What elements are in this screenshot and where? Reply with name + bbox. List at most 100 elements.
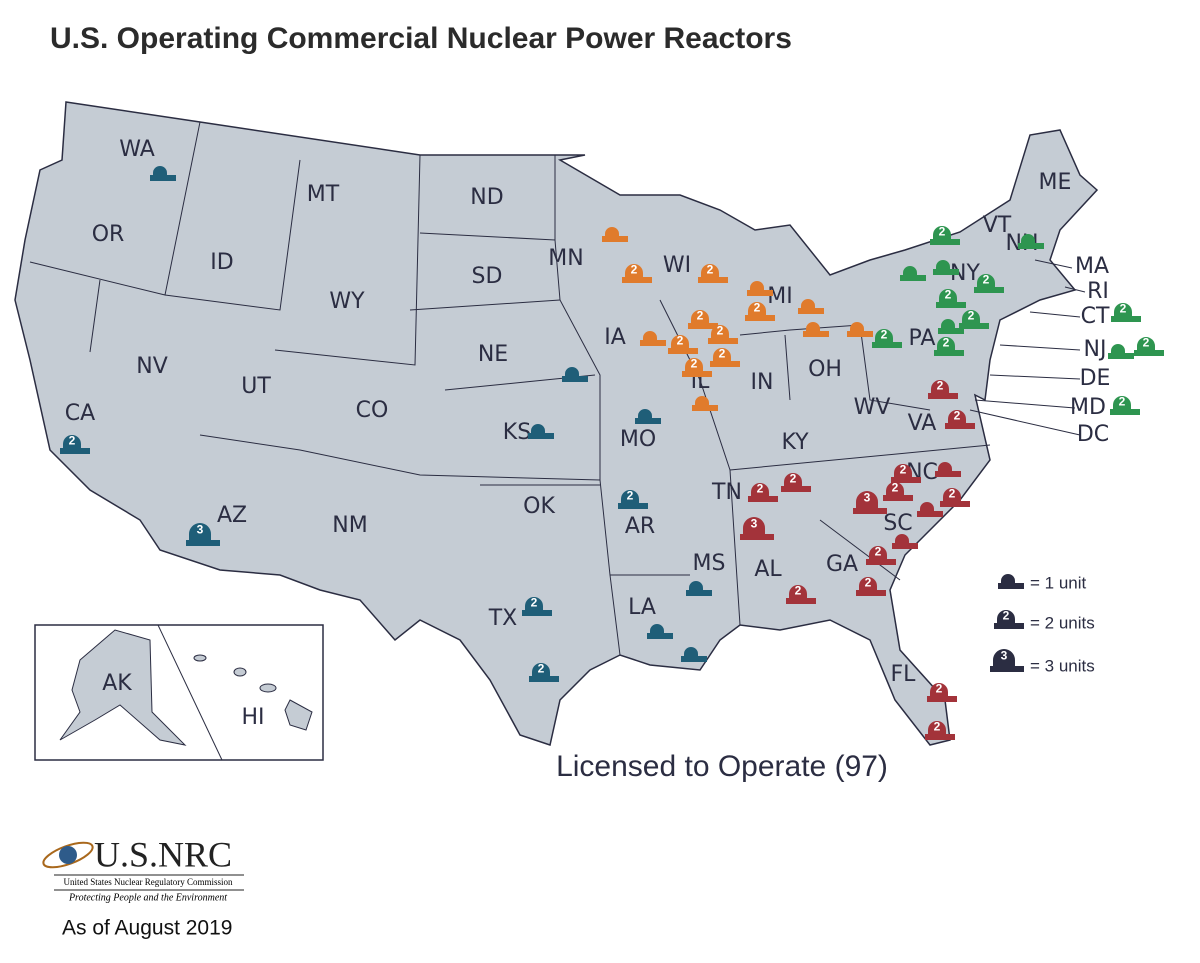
reactor — [647, 624, 673, 639]
reactor-count: 2 — [531, 596, 538, 610]
reactor — [936, 289, 966, 308]
reactor — [562, 367, 588, 382]
reactor-count: 2 — [936, 682, 943, 696]
reactor-count: 2 — [627, 489, 634, 503]
state-label: PA — [909, 326, 936, 351]
state-label: WY — [329, 289, 365, 314]
reactor — [786, 585, 816, 604]
reactor — [150, 166, 176, 181]
state-label: GA — [826, 552, 858, 577]
reactor — [892, 534, 918, 549]
state-label: KY — [781, 430, 809, 455]
reactor-count: 2 — [790, 472, 797, 486]
reactor — [186, 523, 220, 546]
logo-motto: Protecting People and the Environment — [68, 892, 227, 903]
reactor-count: 2 — [719, 347, 726, 361]
state-label: SD — [472, 264, 503, 289]
reactor — [710, 348, 740, 367]
reactor-count: 2 — [934, 720, 941, 734]
state-label: AK — [102, 671, 132, 696]
state-label: MO — [620, 427, 656, 452]
reactor-count: 2 — [754, 301, 761, 315]
reactor — [928, 380, 958, 399]
leader-lines — [969, 259, 1086, 436]
reactor — [974, 274, 1004, 293]
reactor-count: 2 — [677, 334, 684, 348]
reactor-count: 2 — [1120, 302, 1127, 316]
state-label: AZ — [217, 503, 247, 528]
state-label: MN — [548, 246, 583, 271]
state-label: HI — [241, 705, 264, 730]
reactor — [708, 325, 738, 344]
reactor-count: 2 — [707, 263, 714, 277]
reactor — [930, 226, 960, 245]
legend-label: = 3 units — [1030, 656, 1095, 675]
reactor — [745, 302, 775, 321]
reactor-count: 2 — [968, 309, 975, 323]
reactor — [959, 310, 989, 329]
reactor-count: 2 — [881, 328, 888, 342]
reactor-count: 2 — [1143, 336, 1150, 350]
reactor — [1111, 303, 1141, 322]
reactor — [747, 281, 773, 296]
state-label: CO — [356, 398, 389, 423]
reactor — [1134, 337, 1164, 356]
legend-icon-count: 3 — [1001, 649, 1008, 663]
reactor-count: 2 — [717, 324, 724, 338]
state-label: NM — [332, 513, 367, 538]
reactor — [740, 517, 774, 540]
reactor-count: 3 — [864, 491, 871, 505]
state-label: OR — [92, 222, 125, 247]
state-label: UT — [241, 374, 271, 399]
reactor — [925, 721, 955, 740]
state-label: AL — [754, 557, 782, 582]
legend-icon — [990, 649, 1024, 672]
reactor-count: 2 — [983, 273, 990, 287]
reactor-count: 2 — [949, 487, 956, 501]
reactor — [938, 319, 964, 334]
reactor-count: 2 — [943, 336, 950, 350]
reactor-count: 2 — [865, 576, 872, 590]
reactor — [781, 473, 811, 492]
reactor-count: 2 — [939, 225, 946, 239]
state-label: ME — [1039, 170, 1072, 195]
reactor — [618, 490, 648, 509]
state-label: NJ — [1084, 337, 1107, 362]
reactor — [1018, 234, 1044, 249]
reactor — [945, 410, 975, 429]
state-label: MI — [767, 284, 792, 309]
state-label: VA — [908, 411, 937, 436]
state-label: MD — [1070, 395, 1106, 420]
state-label: TN — [711, 480, 742, 505]
reactor — [681, 647, 707, 662]
reactor-count: 2 — [691, 357, 698, 371]
reactor — [748, 483, 778, 502]
map-caption: Licensed to Operate (97) — [556, 750, 888, 783]
reactor — [635, 409, 661, 424]
reactor — [688, 310, 718, 329]
us-map — [14, 101, 1099, 746]
reactor — [872, 329, 902, 348]
reactor — [927, 683, 957, 702]
reactor — [866, 546, 896, 565]
state-label: IA — [604, 325, 626, 350]
state-label: MA — [1075, 254, 1109, 279]
alaska — [59, 629, 187, 746]
legend-label: = 1 unit — [1030, 573, 1087, 592]
state-label: SC — [883, 511, 912, 536]
state-label: IN — [751, 370, 774, 395]
reactor-count: 2 — [945, 288, 952, 302]
legend-icon-count: 2 — [1003, 609, 1010, 623]
state-label: VT — [983, 213, 1012, 238]
title: U.S. Operating Commercial Nuclear Power … — [50, 22, 792, 55]
state-label: WA — [119, 137, 155, 162]
reactor-count: 2 — [954, 409, 961, 423]
hawaii — [193, 654, 313, 731]
state-label: MT — [307, 182, 340, 207]
state-label: FL — [891, 662, 917, 687]
reactor — [891, 464, 921, 483]
state-label: WV — [854, 395, 891, 420]
state-label: ID — [210, 250, 233, 275]
reactor — [602, 227, 628, 242]
